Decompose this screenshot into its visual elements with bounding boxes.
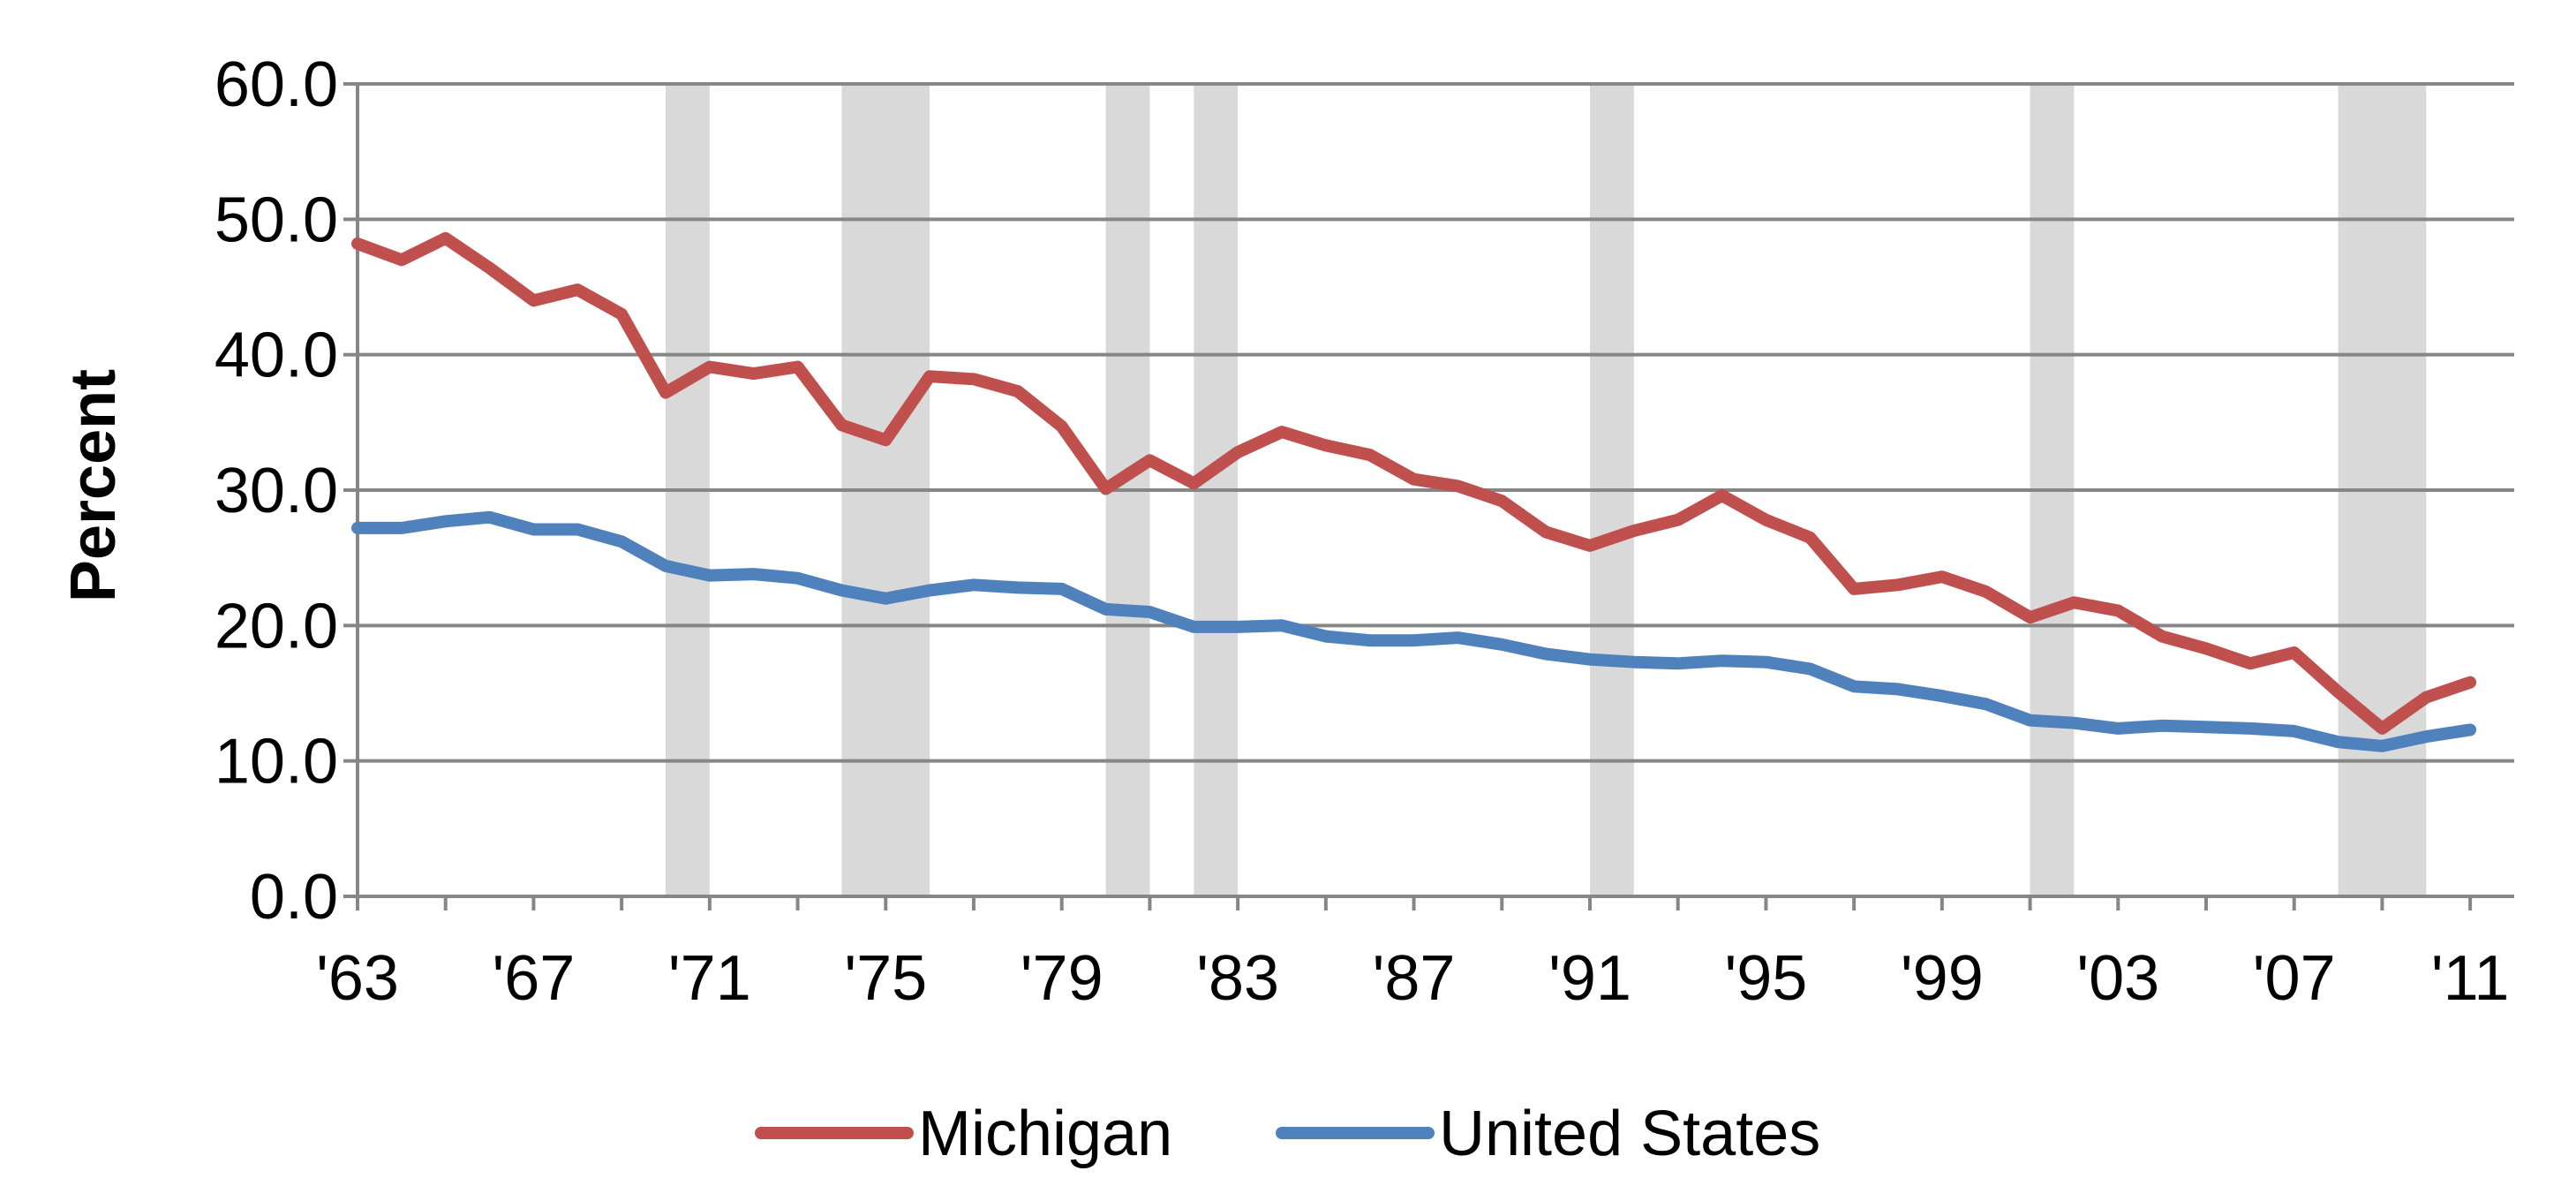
y-tick-label: 10.0 xyxy=(215,727,338,797)
x-tick-label: '63 xyxy=(316,943,399,1014)
legend: Michigan United States xyxy=(755,1099,1820,1169)
legend-label-michigan: Michigan xyxy=(918,1099,1172,1169)
series-line-united-states xyxy=(351,510,2477,752)
y-tick-label: 60.0 xyxy=(215,49,338,120)
axes xyxy=(343,82,2514,910)
x-tick-label: '71 xyxy=(668,943,751,1014)
x-tick-label: '99 xyxy=(1901,943,1984,1014)
legend-label-united-states: United States xyxy=(1439,1099,1820,1169)
y-tick-label: 30.0 xyxy=(215,456,338,526)
y-tick-label: 20.0 xyxy=(215,591,338,661)
x-tick-label: '79 xyxy=(1021,943,1103,1014)
x-tick-label: '03 xyxy=(2076,943,2159,1014)
x-tick-label: '83 xyxy=(1196,943,1279,1014)
x-tick-label: '91 xyxy=(1548,943,1631,1014)
x-tick-label: '67 xyxy=(493,943,576,1014)
y-axis-title: Percent xyxy=(58,369,129,602)
data-series xyxy=(351,231,2477,752)
x-tick-label: '07 xyxy=(2253,943,2336,1014)
x-tick-label: '75 xyxy=(844,943,927,1014)
y-tick-label: 50.0 xyxy=(215,185,338,255)
legend-item-united-states: United States xyxy=(1276,1099,1820,1169)
y-tick-label: 0.0 xyxy=(250,862,338,933)
series-line-michigan xyxy=(351,231,2477,735)
x-tick-label: '87 xyxy=(1373,943,1456,1014)
legend-item-michigan: Michigan xyxy=(755,1099,1172,1169)
y-tick-label: 40.0 xyxy=(215,321,338,391)
x-tick-label: '95 xyxy=(1725,943,1808,1014)
tick-labels: 0.0 10.0 20.0 30.0 40.0 50.0 60.0 '63 '67 '71 '75 '… xyxy=(215,49,2510,1014)
x-tick-label: '11 xyxy=(2431,943,2510,1014)
